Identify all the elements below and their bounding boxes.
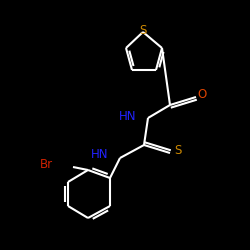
Text: S: S: [139, 24, 147, 36]
Text: Br: Br: [40, 158, 53, 172]
Text: HN: HN: [118, 110, 136, 122]
Text: S: S: [174, 144, 182, 156]
Text: O: O: [198, 88, 206, 102]
Text: HN: HN: [90, 148, 108, 162]
